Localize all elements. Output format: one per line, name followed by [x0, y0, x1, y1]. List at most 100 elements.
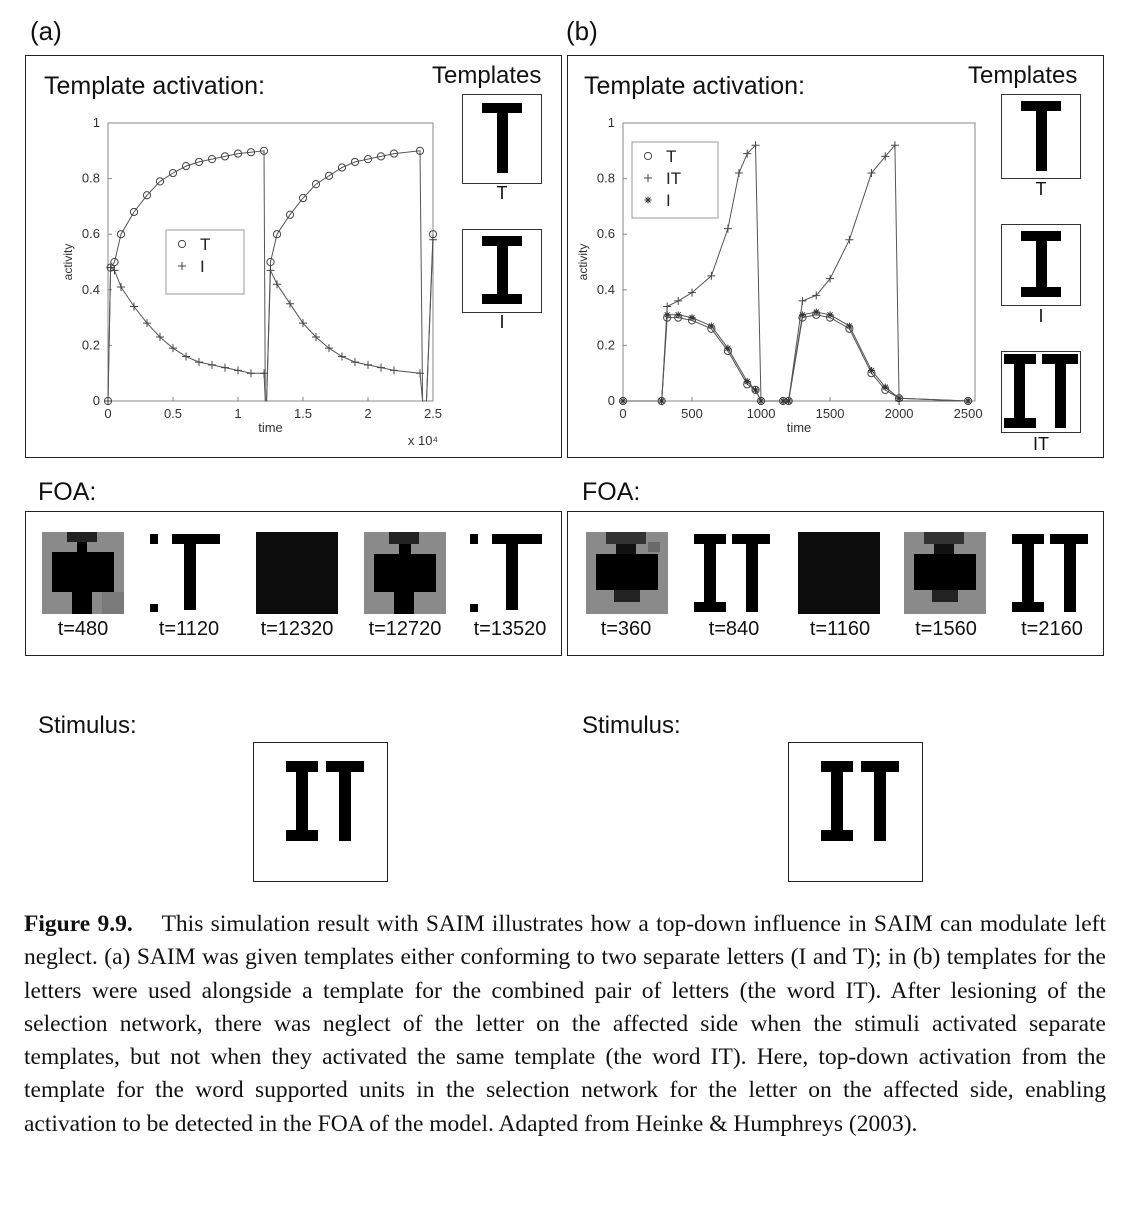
data-point: [867, 169, 876, 178]
panel-a-stimulus-title: Stimulus:: [38, 712, 137, 739]
foa-frame-b3: [798, 532, 880, 614]
data-point: [964, 397, 972, 405]
panel-b-foa-title: FOA:: [582, 478, 641, 506]
stimulus-glyph: [286, 761, 364, 841]
data-point: [181, 161, 191, 171]
panel-b-activation-title: Template activation:: [584, 72, 805, 100]
foa-time-label: t=840: [708, 618, 760, 640]
y-tick-label: 0.2: [597, 337, 615, 352]
y-tick-label: 0.6: [82, 226, 100, 241]
y-tick-label: 0.8: [597, 171, 615, 186]
y-axis-label: activity: [576, 244, 590, 281]
foa-time-label: t=480: [57, 618, 109, 640]
plot-frame: [622, 122, 976, 402]
legend-label: IT: [666, 169, 681, 188]
data-point: [429, 235, 437, 244]
data-point: [723, 224, 732, 233]
foa-time-label: t=1120: [158, 618, 220, 640]
panel-b-activation-box: Template activation: Templates 0 0.2 0.4 0.…: [567, 55, 1104, 458]
series-line-I: [623, 311, 969, 402]
data-point: [156, 333, 164, 342]
stimulus-glyph: [821, 761, 899, 841]
data-point: [812, 308, 820, 316]
data-point: [688, 314, 696, 322]
data-point: [644, 174, 652, 182]
foa-frame-b4: [904, 532, 986, 614]
data-point: [377, 363, 385, 372]
data-point: [890, 141, 899, 150]
foa-frame-a4: [364, 532, 446, 614]
data-point: [785, 397, 793, 405]
data-point: [260, 369, 268, 378]
data-point: [195, 358, 203, 367]
template-i-glyph: [1021, 231, 1061, 297]
data-point: [881, 152, 890, 161]
panel-a-template-t-label: T: [496, 183, 508, 203]
data-point: [182, 352, 190, 361]
y-axis-label: activity: [61, 244, 75, 281]
data-point: [895, 394, 903, 402]
data-point: [644, 196, 652, 204]
y-tick-label: 1: [608, 115, 615, 130]
data-point: [812, 291, 821, 300]
panel-b-activation-chart: 0 0.2 0.4 0.6 0.8 1 0 500 1000 1500 2000 2500 time ac…: [576, 115, 983, 435]
data-point: [207, 155, 217, 164]
legend-box: [165, 229, 245, 295]
foa-frame-b1: [586, 532, 668, 614]
data-point: [117, 283, 125, 292]
data-point: [363, 155, 373, 164]
data-point: [674, 296, 683, 305]
panel-a-letter: (a): [30, 16, 62, 46]
panel-b-template-it-label: IT: [1033, 434, 1049, 454]
data-point: [826, 274, 835, 283]
foa-time-label: t=12720: [368, 618, 442, 640]
data-point: [743, 149, 752, 158]
data-point: [845, 322, 853, 330]
x-tick-label: 500: [681, 406, 703, 421]
panel-b-template-i: [1001, 224, 1081, 306]
data-point: [130, 302, 138, 311]
data-point: [390, 366, 398, 375]
data-point: [273, 280, 281, 289]
panel-a-stimulus-box: IT: [253, 742, 388, 882]
data-point: [234, 366, 242, 375]
data-point: [110, 266, 119, 275]
panel-a-template-i: [462, 229, 542, 313]
data-point: [707, 322, 715, 330]
panel-a-foa-title: FOA:: [38, 478, 97, 506]
data-point: [798, 311, 806, 319]
data-point: [350, 157, 360, 167]
data-point: [376, 152, 386, 161]
figure-caption: Figure 9.9. This simulation result with …: [24, 908, 1106, 1141]
panel-b-foa-box: t=360 t=840 t=1160 t=1560 t=2160: [567, 511, 1104, 656]
panel-b-template-i-label: I: [1038, 306, 1044, 326]
data-point: [338, 352, 346, 361]
panel-b-stimulus-box: IT: [788, 742, 923, 882]
panel-a-activation-title: Template activation:: [44, 72, 265, 100]
y-tick-label: 1: [93, 115, 100, 130]
data-point: [116, 230, 126, 239]
x-axis-label: time: [787, 420, 812, 435]
foa-time-label: t=2160: [1021, 618, 1083, 640]
y-tick-label: 0.4: [597, 282, 615, 297]
data-point: [389, 149, 399, 158]
data-point: [155, 177, 165, 186]
foa-frame-b5: [1010, 532, 1092, 614]
x-tick-label: 1: [234, 406, 241, 421]
data-point: [325, 344, 333, 353]
y-tick-label: 0.2: [82, 337, 100, 352]
data-point: [220, 152, 230, 161]
data-point: [169, 344, 177, 353]
data-point: [743, 378, 751, 386]
y-tick-label: 0.6: [597, 226, 615, 241]
data-point: [104, 397, 112, 405]
data-point: [845, 235, 854, 244]
caption-label: Figure 9.9.: [24, 911, 133, 937]
panel-a-activation-chart: 0 0.2 0.4 0.6 0.8 1 0 0.5 1 1.5 2 2.5 time activity x …: [61, 115, 442, 448]
legend-label: T: [666, 147, 676, 166]
legend-box: [631, 141, 719, 219]
data-point: [663, 302, 672, 311]
data-point: [867, 366, 875, 374]
legend-label: I: [666, 191, 671, 210]
x-multiplier: x 10⁴: [408, 433, 438, 448]
